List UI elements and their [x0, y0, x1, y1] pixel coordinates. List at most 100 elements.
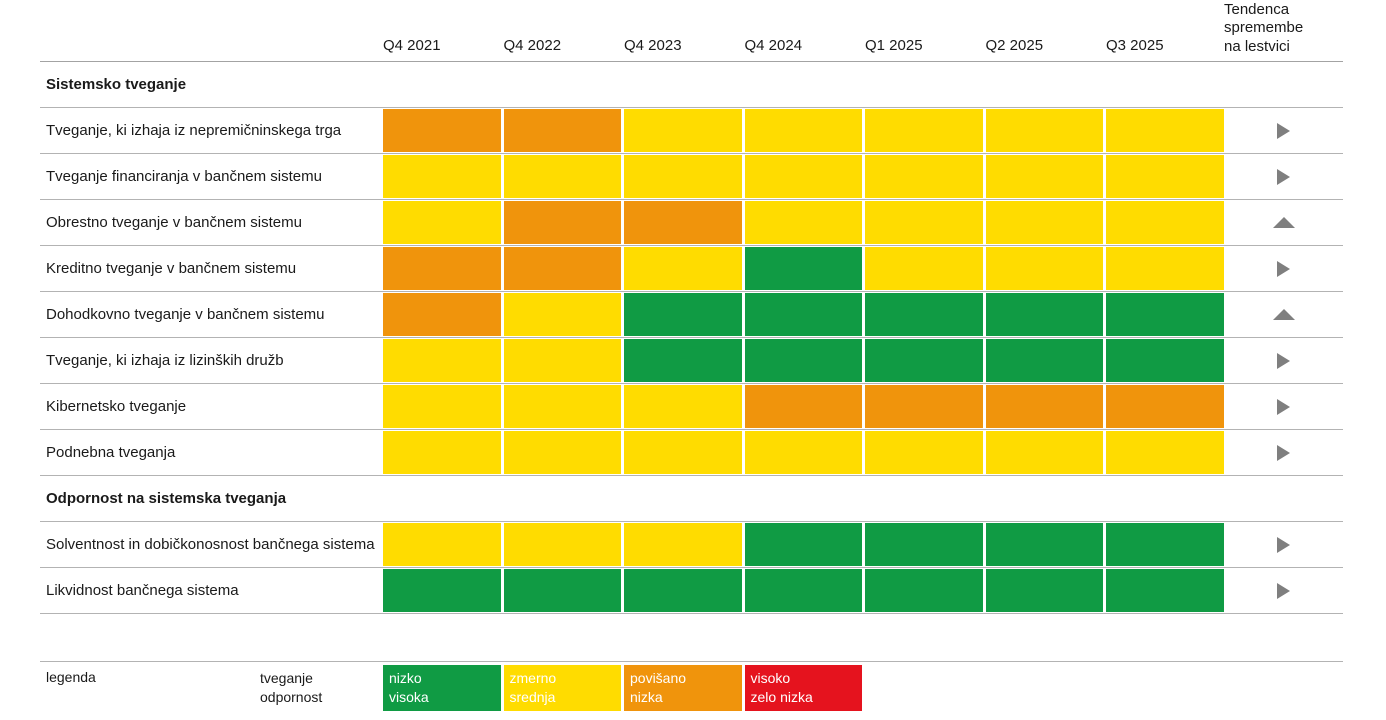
heatmap-cell-green — [985, 523, 1103, 566]
heatmap-cell-orange — [624, 201, 742, 244]
heatmap-cell-yellow — [1106, 247, 1224, 290]
risk-row: Kreditno tveganje v bančnem sistemu — [40, 246, 1343, 292]
heatmap-cell-yellow — [1106, 109, 1224, 152]
row-label: Solventnost in dobičkonosnost bančnega s… — [46, 536, 375, 553]
column-header: Q1 2025 — [865, 37, 923, 54]
trend-cell — [1224, 122, 1343, 139]
heatmap-cell-green — [1106, 339, 1224, 382]
heatmap-cell-yellow — [744, 431, 862, 474]
heatmap-cell-orange — [383, 293, 501, 336]
column-headers: Q4 2021 Q4 2022 Q4 2023 Q4 2024 Q1 2025 Q2 20… — [383, 37, 1224, 61]
heatmap-cell-green — [865, 293, 983, 336]
legend-item-resilience-label: visoka — [389, 688, 429, 705]
heatmap-cell-yellow — [744, 155, 862, 198]
heatmap-cell-green — [985, 569, 1103, 612]
trend-right-icon — [1277, 444, 1290, 461]
heatmap-cell-orange — [383, 109, 501, 152]
heatmap-cell-green — [744, 569, 862, 612]
heatmap-cell-green — [744, 523, 862, 566]
trend-cell — [1224, 444, 1343, 461]
trend-right-icon — [1277, 260, 1290, 277]
trend-up-icon — [1272, 309, 1295, 320]
legend-label-col: legenda tveganje odpornost — [40, 662, 383, 713]
heatmap-cell-orange — [865, 385, 983, 428]
heatmap-cell-yellow — [865, 155, 983, 198]
risk-row: Tveganje financiranja v bančnem sistemu — [40, 154, 1343, 200]
heatmap-cell-green — [624, 569, 742, 612]
legend-item-red: visoko zelo nizka — [744, 665, 862, 711]
row-label: Tveganje financiranja v bančnem sistemu — [46, 168, 322, 185]
heatmap-cell-green — [865, 523, 983, 566]
trend-up-icon — [1272, 217, 1295, 228]
legend-items: nizko visoka zmerno srednja povišano nizka vis… — [383, 662, 1224, 713]
trend-cell — [1224, 582, 1343, 599]
legend-item-yellow: zmerno srednja — [503, 665, 621, 711]
row-cells — [383, 569, 1224, 612]
row-cells — [383, 431, 1224, 474]
heatmap-cell-orange — [985, 385, 1103, 428]
heatmap-cell-orange — [744, 385, 862, 428]
column-headers-row: Q4 2021 Q4 2022 Q4 2023 Q4 2024 Q1 2025 Q2 20… — [40, 0, 1343, 62]
heatmap-cell-yellow — [624, 109, 742, 152]
heatmap-cell-yellow — [503, 431, 621, 474]
heatmap-cell-green — [1106, 293, 1224, 336]
heatmap-cell-yellow — [985, 201, 1103, 244]
heatmap-cell-green — [503, 569, 621, 612]
heatmap-cell-yellow — [383, 201, 501, 244]
heatmap-cell-yellow — [503, 339, 621, 382]
column-header: Q4 2024 — [744, 37, 803, 54]
heatmap-cell-yellow — [744, 201, 862, 244]
heatmap-cell-yellow — [383, 339, 501, 382]
trend-right-icon — [1277, 582, 1290, 599]
row-label: Kreditno tveganje v bančnem sistemu — [46, 260, 297, 277]
heatmap-cell-green — [744, 247, 862, 290]
heatmap-cell-yellow — [383, 431, 501, 474]
risk-row: Podnebna tveganja — [40, 430, 1343, 476]
risk-row: Tveganje, ki izhaja iz nepremičninskega … — [40, 108, 1343, 154]
heatmap-cell-yellow — [1106, 431, 1224, 474]
row-label: Tveganje, ki izhaja iz lizinških družb — [46, 352, 284, 369]
section-title: Odpornost na sistemska tveganja — [46, 490, 287, 507]
legend-scale-resilience: odpornost — [260, 688, 323, 705]
heatmap-cell-yellow — [503, 293, 621, 336]
heatmap-cell-green — [383, 569, 501, 612]
row-label: Tveganje, ki izhaja iz nepremičninskega … — [46, 122, 342, 139]
heatmap-cell-green — [865, 569, 983, 612]
heatmap-cell-yellow — [503, 155, 621, 198]
trend-cell — [1224, 260, 1343, 277]
row-label: Dohodkovno tveganje v bančnem sistemu — [46, 306, 325, 323]
heatmap-cell-yellow — [503, 523, 621, 566]
heatmap-cell-green — [985, 339, 1103, 382]
row-cells — [383, 201, 1224, 244]
row-cells — [383, 247, 1224, 290]
heatmap-cell-yellow — [744, 109, 862, 152]
trend-cell — [1224, 217, 1343, 228]
trend-cell — [1224, 398, 1343, 415]
section-title: Sistemsko tveganje — [46, 76, 187, 93]
legend-item-resilience-label: zelo nizka — [750, 688, 813, 705]
heatmap-cell-yellow — [624, 523, 742, 566]
column-header: Q4 2022 — [503, 37, 562, 54]
heatmap-cell-green — [744, 293, 862, 336]
heatmap-cell-yellow — [1106, 201, 1224, 244]
trend-right-icon — [1277, 168, 1290, 185]
heatmap-cell-yellow — [865, 431, 983, 474]
heatmap-cell-orange — [503, 247, 621, 290]
row-cells — [383, 155, 1224, 198]
heatmap-cell-orange — [503, 109, 621, 152]
column-header: Q4 2023 — [624, 37, 682, 54]
row-label: Kibernetsko tveganje — [46, 398, 187, 415]
risk-row: Solventnost in dobičkonosnost bančnega s… — [40, 522, 1343, 568]
trend-cell — [1224, 309, 1343, 320]
heatmap-cell-orange — [1106, 385, 1224, 428]
risk-heatmap: Q4 2021 Q4 2022 Q4 2023 Q4 2024 Q1 2025 Q2 20… — [40, 0, 1343, 713]
legend-item-resilience-label: nizka — [630, 688, 663, 705]
heatmap-cell-yellow — [383, 385, 501, 428]
heatmap-cell-yellow — [1106, 155, 1224, 198]
risk-row: Obrestno tveganje v bančnem sistemu — [40, 200, 1343, 246]
row-cells — [383, 523, 1224, 566]
section-row: Sistemsko tveganje — [40, 62, 1343, 108]
column-header: Q2 2025 — [985, 37, 1044, 54]
legend-item-risk-label: zmerno — [509, 670, 557, 686]
legend-row: legenda tveganje odpornost nizko visoka zm… — [40, 661, 1343, 713]
